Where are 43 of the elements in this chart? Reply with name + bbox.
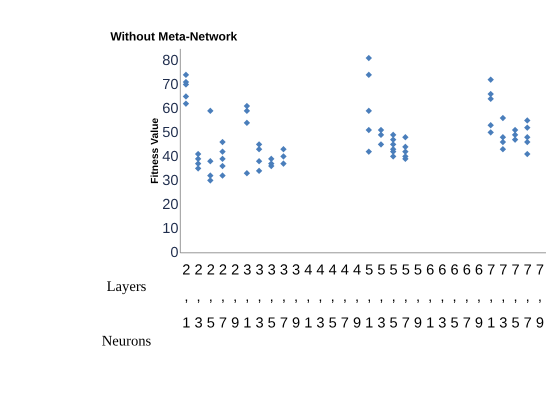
x-tick-label: 5,1	[365, 262, 374, 332]
x-tick-label: 4,7	[340, 262, 349, 332]
x-tick-label: 2,7	[218, 262, 228, 332]
x-tick-label: 4,5	[328, 262, 337, 332]
x-tick-label: 7,7	[524, 262, 532, 332]
x-tick-label: 3,1	[243, 262, 252, 332]
y-axis-title: Fitness Value	[150, 118, 161, 184]
x-tick-label: 4,1	[304, 262, 312, 332]
x-tick-label: 2,5	[206, 262, 215, 332]
x-tick-label: 6,3	[438, 262, 446, 332]
chart-title: Without Meta-Network	[110, 30, 238, 44]
y-tick-label: 50	[162, 125, 179, 142]
x-tick-label: 3,3	[255, 262, 264, 332]
x-tick-label: 5,9	[414, 262, 422, 332]
x-tick-label: 2,9	[231, 262, 240, 332]
x-tick-label: 7,9	[536, 262, 544, 332]
x-tick-label: 7,1	[487, 262, 496, 332]
x-tick-label: 5,3	[377, 262, 386, 332]
x-tick-label: 6,7	[462, 262, 471, 332]
x-tick-label: 2,1	[182, 262, 190, 332]
x-tick-label: 3,5	[268, 262, 276, 332]
x-tick-label: 6,9	[474, 262, 484, 332]
text: Neurons	[102, 333, 152, 350]
y-tick-label: 40	[162, 149, 179, 166]
x-tick-label: 3,7	[280, 262, 288, 332]
x-tick-label: 4,9	[352, 262, 362, 332]
x-tick-label: 7,5	[511, 262, 520, 332]
text: Layers	[106, 279, 147, 296]
x-tick-label: 5,5	[390, 262, 398, 332]
x-tick-label: 7,3	[499, 262, 508, 332]
y-tick-label: 0	[170, 245, 179, 262]
x-tick-label: 6,5	[450, 262, 459, 332]
x-tick-label: 6,1	[426, 262, 434, 332]
x-tick-label: 5,7	[402, 262, 410, 332]
y-tick-label: 70	[162, 77, 179, 94]
x-tick-label: 4,3	[316, 262, 325, 332]
y-tick-label: 30	[162, 173, 179, 190]
y-tick-label: 20	[162, 197, 179, 214]
y-tick-label: 80	[162, 53, 179, 70]
y-tick-label: 10	[162, 221, 179, 238]
x-tick-label: 3,9	[292, 262, 300, 332]
x-tick-label: 2,3	[194, 262, 203, 332]
y-tick-label: 60	[162, 101, 179, 118]
